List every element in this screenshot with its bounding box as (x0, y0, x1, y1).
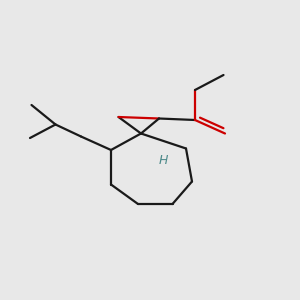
Text: H: H (159, 154, 168, 167)
